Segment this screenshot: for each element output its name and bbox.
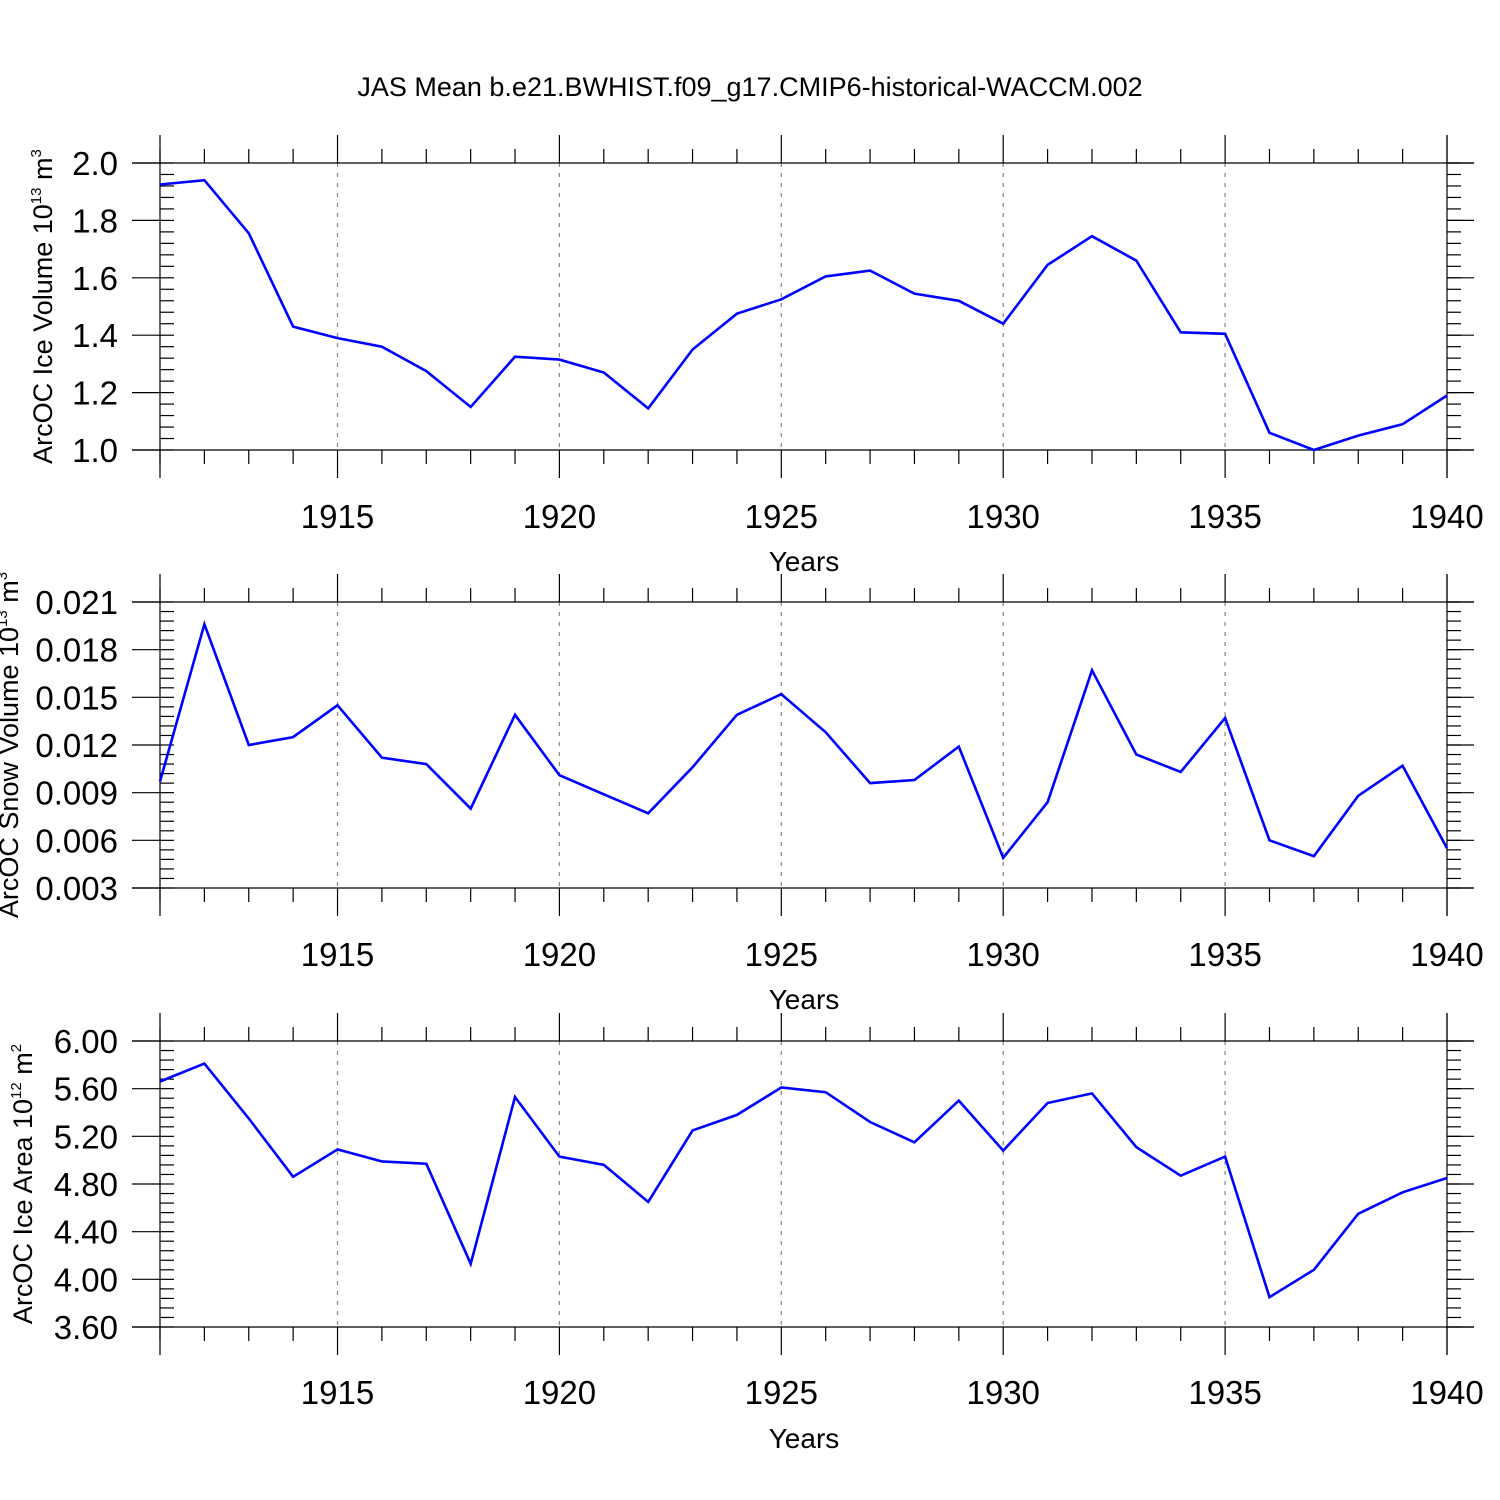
y-tick-label: 0.003 — [35, 870, 118, 907]
x-tick-label: 1920 — [523, 936, 596, 973]
y-axis-label: ArcOC Snow Volume 1013 m3 — [0, 572, 24, 918]
y-tick-label: 5.20 — [54, 1118, 118, 1155]
panel-2: 0.003 0.006 0.009 0.012 0.015 0.018 0.021 1915 1… — [0, 572, 1484, 1015]
x-tick-label: 1925 — [745, 936, 818, 973]
y-tick-label: 4.80 — [54, 1166, 118, 1203]
panel-3: 3.60 4.00 4.40 4.80 5.20 5.60 6.00 1915 1920 1925… — [8, 1013, 1484, 1454]
x-tick-label: 1925 — [745, 1374, 818, 1411]
series-line — [158, 619, 1449, 861]
y-tick-label: 0.018 — [35, 632, 118, 669]
x-tick-label: 1930 — [966, 1374, 1039, 1411]
x-tick-label: 1915 — [301, 1374, 374, 1411]
x-tick-label: 1935 — [1188, 498, 1261, 535]
x-tick-label: 1930 — [966, 936, 1039, 973]
x-axis-label: Years — [769, 546, 840, 577]
y-tick-label: 4.40 — [54, 1214, 118, 1251]
x-tick-label: 1935 — [1188, 936, 1261, 973]
x-tick-label: 1920 — [523, 498, 596, 535]
y-tick-label: 0.021 — [35, 584, 118, 621]
x-tick-label: 1940 — [1410, 1374, 1483, 1411]
series-line — [159, 1062, 1448, 1300]
y-tick-label: 0.012 — [35, 727, 118, 764]
y-tick-label: 1.0 — [72, 432, 118, 469]
y-tick-label: 2.0 — [72, 145, 118, 182]
y-tick-label: 6.00 — [54, 1023, 118, 1060]
y-axis-label: ArcOC Ice Area 1012 m2 — [8, 1044, 38, 1324]
panel-1: 1.0 1.2 1.4 1.6 1.8 2.0 1915 1920 1925 1930 1935 19… — [28, 135, 1484, 577]
x-tick-label: 1915 — [301, 936, 374, 973]
x-axis-label: Years — [769, 984, 840, 1015]
x-tick-label: 1920 — [523, 1374, 596, 1411]
x-tick-label: 1940 — [1410, 498, 1483, 535]
y-tick-label: 1.8 — [72, 202, 118, 239]
y-tick-label: 1.4 — [72, 317, 118, 354]
series-line — [159, 178, 1448, 452]
y-tick-label: 0.015 — [35, 679, 118, 716]
y-tick-label: 4.00 — [54, 1261, 118, 1298]
x-tick-label: 1915 — [301, 498, 374, 535]
x-tick-label: 1940 — [1410, 936, 1483, 973]
y-axis-label: ArcOC Ice Volume 1013 m3 — [28, 149, 58, 464]
y-tick-label: 1.2 — [72, 375, 118, 412]
y-tick-label: 5.60 — [54, 1071, 118, 1108]
x-axis-label: Years — [769, 1423, 840, 1454]
y-tick-label: 0.009 — [35, 775, 118, 812]
y-tick-label: 1.6 — [72, 260, 118, 297]
x-tick-label: 1925 — [745, 498, 818, 535]
x-tick-label: 1930 — [966, 498, 1039, 535]
y-tick-label: 3.60 — [54, 1309, 118, 1346]
x-tick-label: 1935 — [1188, 1374, 1261, 1411]
chart-title: JAS Mean b.e21.BWHIST.f09_g17.CMIP6-hist… — [357, 72, 1142, 102]
y-tick-label: 0.006 — [35, 822, 118, 859]
